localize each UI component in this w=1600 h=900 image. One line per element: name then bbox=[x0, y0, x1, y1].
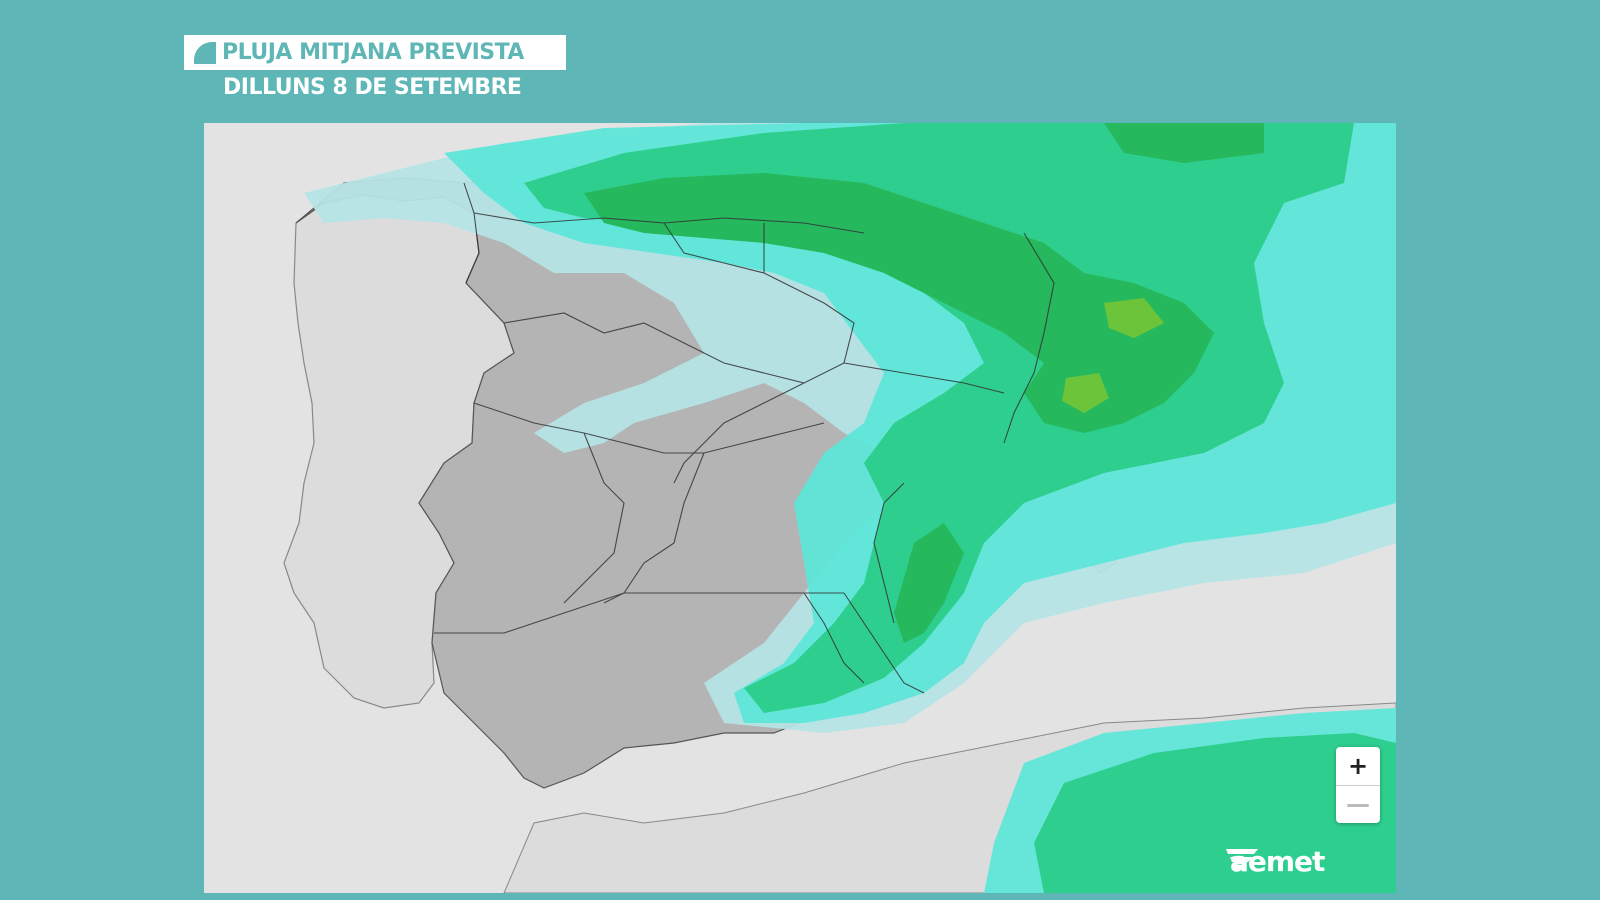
rain-medium-south bbox=[1034, 733, 1396, 893]
rain-high-2 bbox=[894, 523, 964, 643]
zoom-in-button[interactable]: + bbox=[1336, 747, 1380, 786]
title: PLUJA MITJANA PREVISTA bbox=[222, 40, 524, 65]
precipitation-map[interactable]: + — aemet bbox=[204, 123, 1396, 893]
zoom-control: + — bbox=[1336, 747, 1380, 823]
rain-max-1 bbox=[1104, 298, 1164, 338]
aemet-logo-icon bbox=[1226, 849, 1258, 870]
title-box: PLUJA MITJANA PREVISTA bbox=[184, 35, 566, 70]
title-tab-icon bbox=[194, 41, 216, 64]
aemet-logo: aemet bbox=[1224, 845, 1325, 878]
rain-high bbox=[584, 173, 1214, 433]
zoom-out-button[interactable]: — bbox=[1346, 790, 1370, 819]
rain-high-3 bbox=[1104, 123, 1264, 163]
subtitle: DILLUNS 8 DE SETEMBRE bbox=[223, 75, 522, 100]
rain-medium bbox=[524, 123, 1354, 713]
rain-max-2 bbox=[1062, 373, 1109, 413]
map-canvas bbox=[204, 123, 1396, 893]
region-borders bbox=[434, 182, 1055, 694]
